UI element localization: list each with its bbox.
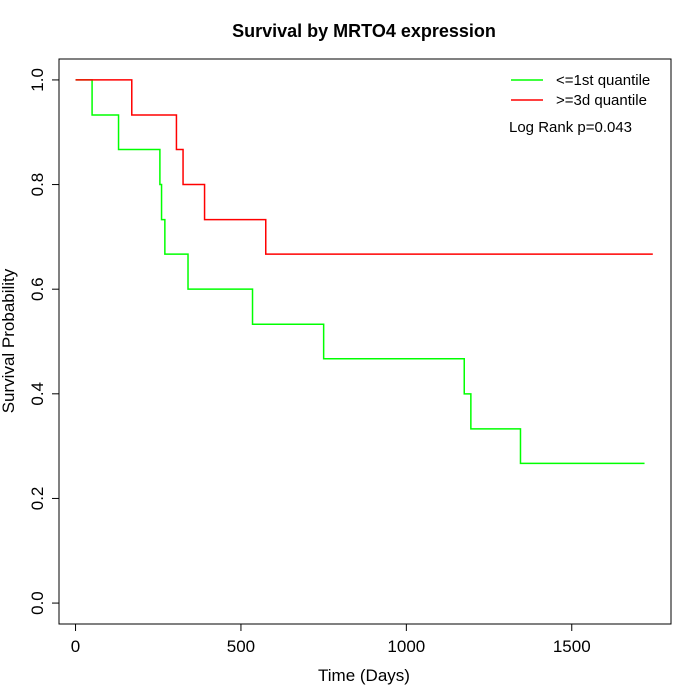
series-line-1 <box>75 79 653 255</box>
y-tick-label-4: 0.8 <box>28 173 47 197</box>
legend: <=1st quantile >=3d quantile <box>511 72 650 109</box>
series-line-0 <box>75 79 645 465</box>
x-tick-label-3: 1500 <box>553 637 591 656</box>
y-tick-label-1: 0.2 <box>28 487 47 511</box>
log-rank-annotation: Log Rank p=0.043 <box>509 119 632 136</box>
x-tick-label-0: 0 <box>71 637 80 656</box>
x-tick-label-1: 500 <box>227 637 255 656</box>
x-tick-label-2: 1000 <box>387 637 425 656</box>
series-layer <box>75 79 653 465</box>
legend-label-1: >=3d quantile <box>556 92 647 109</box>
legend-label-0: <=1st quantile <box>556 72 650 89</box>
y-tick-label-5: 1.0 <box>28 68 47 92</box>
axes: 0 500 1000 1500 0.0 0.2 0.4 0.6 0.8 1.0 <box>28 68 591 656</box>
y-tick-label-2: 0.4 <box>28 382 47 406</box>
plot-frame <box>58 58 672 625</box>
y-tick-label-3: 0.6 <box>28 277 47 301</box>
x-axis-label: Time (Days) <box>318 666 410 685</box>
y-axis-label: Survival Probability <box>0 268 18 413</box>
y-tick-label-0: 0.0 <box>28 591 47 615</box>
chart-title: Survival by MRTO4 expression <box>232 21 496 41</box>
